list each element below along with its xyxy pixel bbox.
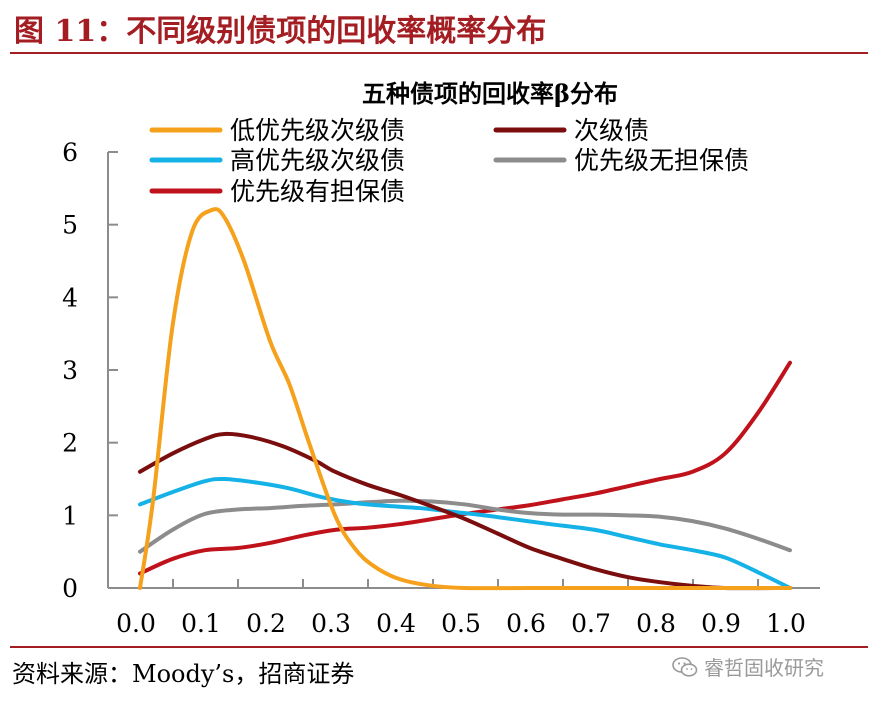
recovery-rate-chart: 五种债项的回收率β分布 0 1 2 3 4 5 6 0.0 0.1 0.2 0.3 0.4 0.5 0.6 0…	[62, 79, 820, 638]
series-line-2	[138, 476, 792, 590]
y-tick-label: 4	[62, 283, 78, 312]
header-divider	[10, 52, 868, 54]
series-line-3	[138, 498, 792, 554]
x-tick-label: 0.4	[376, 609, 416, 638]
x-tick-label: 0.7	[571, 609, 611, 638]
x-tick-label: 0.9	[701, 609, 741, 638]
series-line-0	[138, 207, 792, 591]
x-tick-label: 0.3	[311, 609, 351, 638]
series-line-4	[138, 360, 792, 576]
x-tick-label: 0.5	[441, 609, 481, 638]
watermark: 睿哲固收研究	[672, 652, 824, 681]
legend-label-0: 低优先级次级债	[230, 116, 405, 145]
wechat-icon	[672, 656, 698, 677]
legend-label-2: 高优先级次级债	[230, 146, 405, 175]
y-tick-label: 1	[62, 501, 78, 530]
chart-title: 五种债项的回收率β分布	[362, 79, 618, 108]
y-tick-label: 0	[62, 574, 78, 603]
legend-label-4: 优先级有担保债	[230, 177, 405, 206]
figure-title: 图 11：不同级别债项的回收率概率分布	[14, 14, 547, 49]
x-tick-label: 1.0	[766, 609, 806, 638]
x-tick-label: 0.2	[246, 609, 286, 638]
x-tick-label: 0.6	[506, 609, 546, 638]
y-tick-label: 3	[62, 356, 78, 385]
x-tick-label: 0.8	[636, 609, 676, 638]
y-tick-label: 5	[62, 211, 78, 240]
legend-label-3: 优先级无担保债	[574, 146, 749, 175]
figure-header: 图 11：不同级别债项的回收率概率分布	[0, 0, 881, 50]
y-tick-label: 2	[62, 429, 78, 458]
series-line-1	[138, 431, 792, 591]
watermark-label: 睿哲固收研究	[704, 656, 824, 680]
x-tick-label: 0.0	[116, 609, 156, 638]
source-note: 资料来源：Moody’s，招商证券	[12, 660, 355, 688]
footer-divider	[10, 646, 868, 648]
y-tick-label: 6	[62, 138, 78, 167]
legend-label-1: 次级债	[574, 116, 649, 145]
x-tick-label: 0.1	[181, 609, 221, 638]
